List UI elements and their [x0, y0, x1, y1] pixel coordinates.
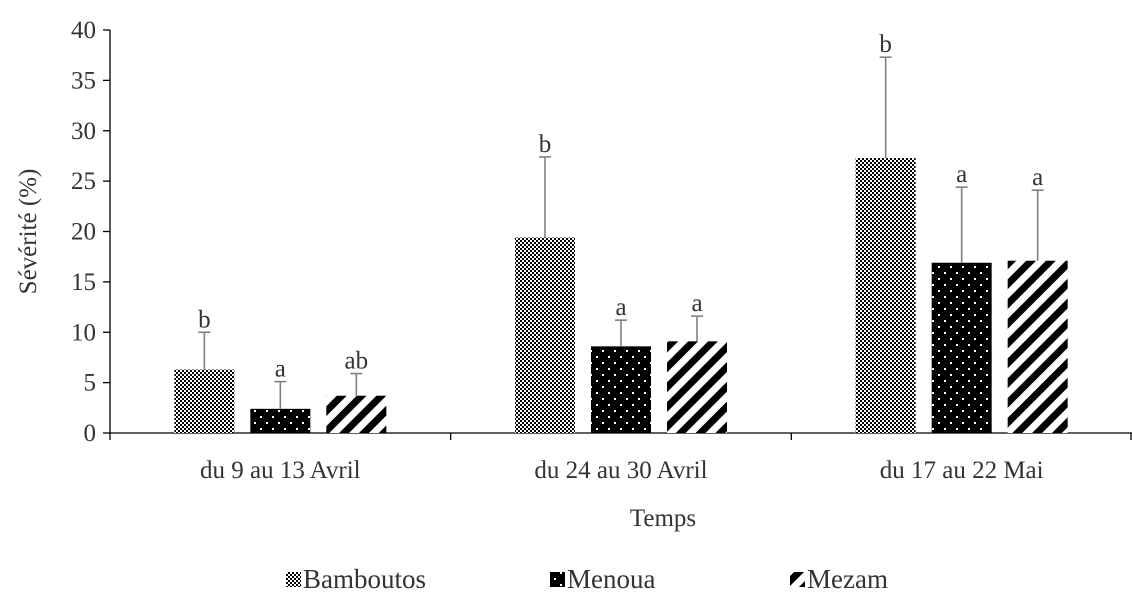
x-category-label: du 9 au 13 Avril	[200, 457, 361, 484]
significance-label: a	[691, 290, 702, 317]
significance-label: a	[1032, 164, 1043, 191]
x-axis-title: Temps	[630, 505, 696, 532]
y-tick-label: 20	[71, 219, 96, 246]
legend-swatch-bamboutos	[286, 572, 301, 587]
y-tick-label: 0	[84, 420, 97, 447]
y-axis-title: Sévérité (%)	[15, 169, 42, 295]
significance-label: b	[879, 31, 892, 58]
y-tick-label: 5	[84, 370, 97, 397]
legend-swatch-menoua	[550, 572, 565, 587]
significance-label: b	[198, 306, 211, 333]
y-tick-label: 10	[71, 319, 96, 346]
bar-menoua	[931, 262, 992, 433]
significance-label: a	[615, 294, 626, 321]
legend-label-menoua: Menoua	[567, 564, 655, 594]
y-tick-label: 40	[71, 17, 96, 44]
x-category-label: du 17 au 22 Mai	[880, 457, 1044, 484]
bar-mezam	[1007, 260, 1068, 433]
bar-bamboutos	[515, 237, 575, 433]
y-tick-label: 30	[71, 118, 96, 145]
significance-label: ab	[345, 348, 369, 375]
bar-menoua	[591, 346, 651, 433]
y-tick-label: 35	[71, 67, 96, 94]
bar-bamboutos	[855, 157, 916, 433]
x-category-label: du 24 au 30 Avril	[534, 457, 707, 484]
bar-menoua	[250, 408, 311, 433]
bar-mezam	[326, 395, 387, 433]
significance-label: b	[539, 131, 552, 158]
bar-mezam	[667, 341, 727, 433]
bar-bamboutos	[174, 369, 235, 433]
y-tick-label: 15	[71, 269, 96, 296]
legend-label-bamboutos: Bamboutos	[303, 564, 426, 594]
legend: Bamboutos Menoua Mezam	[286, 564, 888, 594]
y-tick-label: 25	[71, 168, 96, 195]
legend-label-mezam: Mezam	[807, 564, 888, 594]
significance-label: a	[275, 356, 286, 383]
legend-swatch-mezam	[790, 572, 805, 587]
significance-label: a	[956, 161, 967, 188]
